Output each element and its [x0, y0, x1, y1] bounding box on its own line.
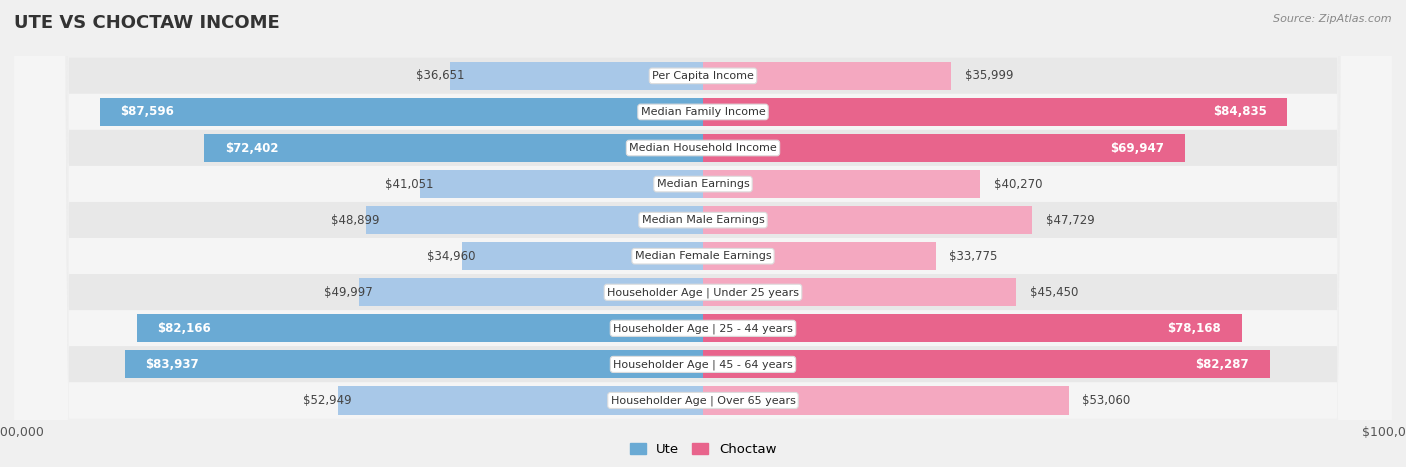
Bar	[204, 134, 703, 162]
Text: Median Household Income: Median Household Income	[628, 143, 778, 153]
Bar	[450, 62, 703, 90]
Text: $82,166: $82,166	[157, 322, 211, 335]
Bar	[359, 278, 703, 306]
Bar	[125, 350, 703, 378]
Text: $33,775: $33,775	[949, 250, 998, 263]
FancyBboxPatch shape	[14, 0, 1392, 467]
Bar	[703, 62, 950, 90]
Text: $82,287: $82,287	[1195, 358, 1250, 371]
Text: UTE VS CHOCTAW INCOME: UTE VS CHOCTAW INCOME	[14, 14, 280, 32]
Text: $83,937: $83,937	[145, 358, 200, 371]
Bar	[339, 386, 703, 415]
Bar	[703, 170, 980, 198]
Text: Householder Age | 45 - 64 years: Householder Age | 45 - 64 years	[613, 359, 793, 370]
Text: $35,999: $35,999	[965, 70, 1014, 82]
Bar	[703, 314, 1241, 342]
Bar	[703, 386, 1069, 415]
Text: Median Female Earnings: Median Female Earnings	[634, 251, 772, 261]
Text: $87,596: $87,596	[120, 106, 174, 119]
FancyBboxPatch shape	[14, 0, 1392, 467]
Text: $47,729: $47,729	[1046, 213, 1094, 226]
Text: $78,168: $78,168	[1167, 322, 1220, 335]
Text: $40,270: $40,270	[994, 177, 1043, 191]
FancyBboxPatch shape	[14, 0, 1392, 467]
Text: $52,949: $52,949	[304, 394, 352, 407]
Text: Householder Age | Over 65 years: Householder Age | Over 65 years	[610, 395, 796, 406]
Legend: Ute, Choctaw: Ute, Choctaw	[624, 438, 782, 461]
Bar	[703, 134, 1185, 162]
FancyBboxPatch shape	[14, 0, 1392, 467]
FancyBboxPatch shape	[14, 0, 1392, 467]
Bar	[136, 314, 703, 342]
Text: $72,402: $72,402	[225, 142, 278, 155]
Text: $34,960: $34,960	[427, 250, 475, 263]
Text: Source: ZipAtlas.com: Source: ZipAtlas.com	[1274, 14, 1392, 24]
Bar	[703, 206, 1032, 234]
Text: Median Earnings: Median Earnings	[657, 179, 749, 189]
Text: Median Family Income: Median Family Income	[641, 107, 765, 117]
Bar	[703, 350, 1270, 378]
Bar	[703, 242, 935, 270]
FancyBboxPatch shape	[14, 0, 1392, 467]
Bar	[703, 278, 1017, 306]
Text: $49,997: $49,997	[323, 286, 373, 299]
Text: $53,060: $53,060	[1083, 394, 1130, 407]
Bar	[100, 98, 703, 126]
Bar	[366, 206, 703, 234]
Bar	[420, 170, 703, 198]
Text: Median Male Earnings: Median Male Earnings	[641, 215, 765, 225]
FancyBboxPatch shape	[14, 0, 1392, 467]
Text: Householder Age | Under 25 years: Householder Age | Under 25 years	[607, 287, 799, 297]
Text: $41,051: $41,051	[385, 177, 434, 191]
FancyBboxPatch shape	[14, 0, 1392, 467]
Text: $48,899: $48,899	[332, 213, 380, 226]
FancyBboxPatch shape	[14, 0, 1392, 467]
Text: $69,947: $69,947	[1111, 142, 1164, 155]
FancyBboxPatch shape	[14, 0, 1392, 467]
Bar	[703, 98, 1288, 126]
Text: Per Capita Income: Per Capita Income	[652, 71, 754, 81]
Bar	[463, 242, 703, 270]
Text: $36,651: $36,651	[416, 70, 464, 82]
Text: $45,450: $45,450	[1031, 286, 1078, 299]
Text: Householder Age | 25 - 44 years: Householder Age | 25 - 44 years	[613, 323, 793, 333]
Text: $84,835: $84,835	[1213, 106, 1267, 119]
